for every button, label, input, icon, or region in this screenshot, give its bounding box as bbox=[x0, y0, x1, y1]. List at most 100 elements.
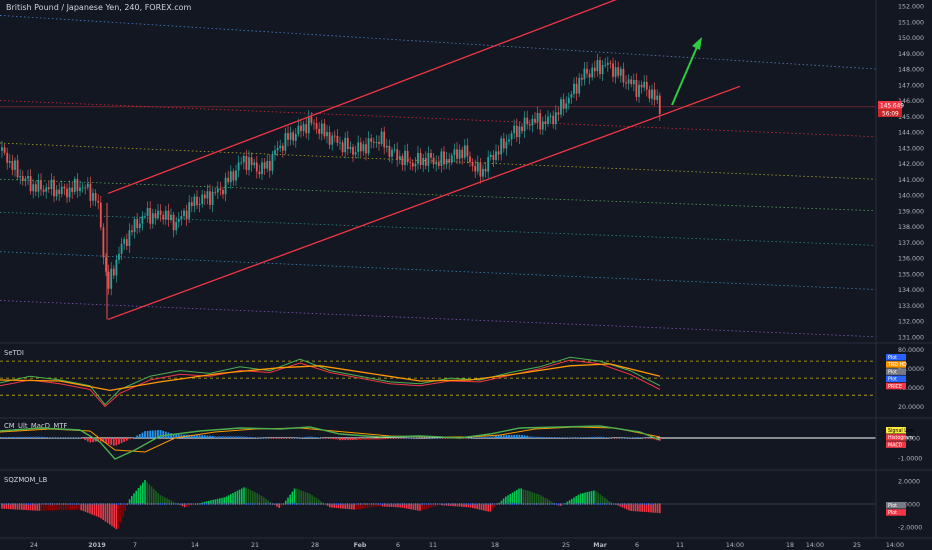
momentum-bar bbox=[458, 504, 461, 507]
histogram-bar bbox=[331, 438, 334, 440]
momentum-bar bbox=[386, 504, 388, 507]
histogram-bar bbox=[539, 436, 542, 438]
histogram-bar bbox=[502, 435, 505, 438]
candle-body bbox=[196, 196, 198, 206]
momentum-bar bbox=[340, 504, 342, 509]
momentum-bar bbox=[599, 494, 602, 504]
squeeze-dot bbox=[478, 503, 480, 505]
squeeze-dot bbox=[522, 503, 524, 505]
squeeze-dot bbox=[234, 503, 236, 505]
histogram-bar bbox=[302, 437, 305, 438]
histogram-bar bbox=[575, 437, 578, 439]
histogram-bar bbox=[630, 437, 633, 439]
histogram-bar bbox=[640, 437, 643, 438]
squeeze-dot bbox=[621, 503, 623, 505]
candle-body bbox=[463, 145, 466, 158]
candle-body bbox=[102, 227, 105, 258]
candle-body bbox=[141, 216, 144, 224]
squeeze-dot bbox=[100, 503, 102, 505]
squeeze-dot bbox=[602, 503, 604, 505]
histogram-bar bbox=[500, 435, 503, 438]
up-arrow-drawing[interactable] bbox=[671, 37, 702, 106]
legend-label: MACD bbox=[888, 442, 903, 448]
momentum-bar bbox=[527, 490, 529, 504]
trend-channel[interactable] bbox=[107, 0, 741, 321]
squeeze-dot bbox=[80, 503, 82, 505]
series-orange bbox=[0, 363, 661, 392]
histogram-bar bbox=[235, 436, 237, 438]
squeeze-dot bbox=[151, 503, 153, 505]
candle-body bbox=[79, 187, 81, 192]
momentum-bar bbox=[16, 504, 19, 510]
histogram-bar bbox=[144, 431, 146, 438]
momentum-bar bbox=[469, 504, 472, 508]
squeeze-dot bbox=[228, 503, 230, 505]
x-tick-label: 7 bbox=[133, 542, 137, 549]
squeeze-dot bbox=[162, 503, 164, 505]
histogram-bar bbox=[333, 438, 336, 440]
candle-body bbox=[180, 216, 183, 220]
histogram-bar bbox=[248, 436, 250, 438]
momentum-bar bbox=[258, 494, 261, 504]
squeeze-dot bbox=[463, 503, 465, 505]
histogram-bar bbox=[216, 436, 219, 438]
candle-body bbox=[604, 64, 607, 66]
candle-body bbox=[133, 218, 136, 233]
squeeze-dot bbox=[487, 503, 489, 505]
candle-body bbox=[333, 135, 336, 137]
momentum-bar bbox=[626, 504, 628, 510]
momentum-bar bbox=[467, 504, 470, 508]
momentum-bar bbox=[406, 504, 408, 509]
candle-body bbox=[396, 149, 399, 160]
histogram-bar bbox=[60, 437, 63, 439]
histogram-bar bbox=[292, 437, 295, 439]
squeeze-dot bbox=[511, 503, 513, 505]
momentum-bar bbox=[639, 504, 641, 512]
candle-body bbox=[307, 116, 310, 134]
momentum-bar bbox=[109, 504, 111, 525]
candle-body bbox=[534, 118, 536, 123]
histogram-bar bbox=[289, 438, 292, 439]
candle-body bbox=[120, 243, 123, 254]
squeeze-dot bbox=[318, 503, 320, 505]
candle-body bbox=[518, 126, 521, 138]
legend-tag bbox=[886, 354, 906, 361]
squeeze-dot bbox=[533, 503, 535, 505]
squeeze-dot bbox=[472, 503, 474, 505]
squeeze-dot bbox=[206, 503, 208, 505]
squeeze-dot bbox=[166, 503, 168, 505]
momentum-bar bbox=[205, 501, 208, 504]
squeeze-dot bbox=[580, 503, 582, 505]
momentum-bar bbox=[483, 504, 485, 511]
squeeze-dot bbox=[404, 503, 406, 505]
momentum-bar bbox=[456, 504, 459, 507]
histogram-bar bbox=[622, 437, 625, 439]
histogram-bar bbox=[141, 432, 144, 438]
squeeze-dot bbox=[203, 503, 205, 505]
momentum-bar bbox=[188, 504, 190, 507]
momentum-bar bbox=[111, 504, 113, 527]
candle-body bbox=[437, 162, 440, 166]
squeeze-dot bbox=[245, 503, 247, 505]
squeeze-dot bbox=[346, 503, 348, 505]
momentum-bar bbox=[186, 504, 188, 507]
squeeze-dot bbox=[148, 503, 150, 505]
histogram-bar bbox=[305, 436, 308, 438]
momentum-bar bbox=[628, 504, 630, 511]
squeeze-dot bbox=[322, 503, 324, 505]
momentum-bar bbox=[478, 504, 481, 510]
squeeze-dot bbox=[496, 503, 498, 505]
candle-body bbox=[209, 191, 211, 205]
momentum-bar bbox=[100, 504, 102, 519]
candle-body bbox=[94, 193, 97, 201]
horizontal-levels bbox=[0, 15, 877, 338]
momentum-bar bbox=[392, 504, 395, 508]
candle-body bbox=[27, 176, 29, 179]
momentum-bar bbox=[49, 504, 52, 511]
momentum-bar bbox=[5, 504, 8, 509]
histogram-bar bbox=[120, 438, 123, 444]
squeeze-dot bbox=[525, 503, 527, 505]
momentum-bar bbox=[1, 504, 3, 509]
squeeze-dot bbox=[562, 503, 564, 505]
